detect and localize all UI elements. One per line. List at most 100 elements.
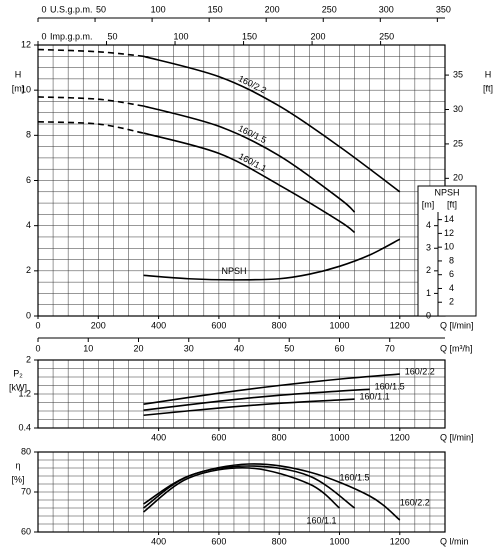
flow-tick-label: 50	[108, 31, 118, 41]
flow-axis-label: U.S.g.p.m.	[50, 4, 93, 14]
y-tick-label: 2	[26, 354, 31, 364]
npsh-ft-tick-label: 6	[449, 269, 454, 279]
x-axis-label: Q l/min	[440, 536, 469, 546]
x-axis-label: Q [l/min]	[440, 320, 474, 330]
x-tick-label: 1000	[329, 432, 349, 442]
curve	[143, 238, 401, 281]
x-tick-label: 400	[151, 536, 166, 546]
curve	[143, 105, 356, 213]
curve-label: 160/2.2	[405, 366, 435, 376]
flow-axis-label: Q [m³/h]	[440, 343, 473, 353]
y2-tick-label: 20	[453, 173, 463, 183]
y-axis-unit: [%]	[11, 474, 24, 484]
y-tick-label: 8	[26, 130, 31, 140]
y2-tick-label: 35	[453, 69, 463, 79]
y-axis-label: P₂	[13, 368, 23, 378]
y-axis-label: η	[15, 460, 20, 470]
curve	[143, 467, 341, 513]
y-tick-label: 4	[26, 220, 31, 230]
npsh-tick-label: 3	[426, 243, 431, 253]
flow-tick-label: 50	[284, 343, 294, 353]
flow-tick-label: 10	[83, 343, 93, 353]
curve-dashed	[37, 48, 144, 58]
y-tick-label: 80	[21, 446, 31, 456]
flow-tick-label: 100	[151, 4, 166, 14]
flow-tick-label: 150	[208, 4, 223, 14]
flow-tick-label: 0	[41, 31, 46, 41]
curve-label: 160/1.5	[375, 382, 405, 392]
y-tick-label: 60	[21, 526, 31, 536]
y-axis-unit: [m]	[12, 83, 25, 93]
npsh-tick-label: 2	[426, 265, 431, 275]
npsh-ft-tick-label: 4	[449, 283, 454, 293]
curve	[143, 465, 356, 509]
y2-axis-unit: [ft]	[483, 83, 493, 93]
y-tick-label: 0.4	[18, 422, 31, 432]
flow-tick-label: 40	[234, 343, 244, 353]
x-tick-label: 400	[151, 432, 166, 442]
curve-dashed	[37, 120, 144, 134]
x-tick-label: 1200	[390, 432, 410, 442]
flow-tick-label: 0	[41, 4, 46, 14]
flow-tick-label: 50	[96, 4, 106, 14]
flow-tick-label: 300	[379, 4, 394, 14]
npsh-tick-label: 4	[426, 220, 431, 230]
curve	[143, 132, 356, 234]
npsh-ft-tick-label: 10	[444, 242, 454, 252]
x-axis-label: Q [l/min]	[440, 432, 474, 442]
curve-label: 160/2.2	[400, 497, 430, 507]
flow-tick-label: 0	[35, 343, 40, 353]
y-tick-label: 6	[26, 175, 31, 185]
npsh-ft-tick-label: 2	[449, 297, 454, 307]
x-tick-label: 1200	[390, 320, 410, 330]
flow-tick-label: 20	[133, 343, 143, 353]
flow-tick-label: 350	[436, 4, 451, 14]
curve-label: 160/1.1	[306, 515, 336, 525]
x-tick-label: 1000	[329, 320, 349, 330]
npsh-tick-label: 1	[426, 288, 431, 298]
npsh-ft-tick-label: 12	[444, 228, 454, 238]
y2-tick-label: 25	[453, 138, 463, 148]
x-tick-label: 200	[91, 320, 106, 330]
x-tick-label: 800	[272, 536, 287, 546]
curve	[143, 373, 400, 405]
flow-tick-label: 100	[174, 31, 189, 41]
y-tick-label: 12	[21, 39, 31, 49]
y-tick-label: 0	[26, 310, 31, 320]
curve	[143, 398, 355, 417]
curve-label: 160/1.5	[237, 123, 268, 145]
flow-tick-label: 250	[322, 4, 337, 14]
y-tick-label: 2	[26, 265, 31, 275]
curve	[143, 388, 370, 411]
x-tick-label: 0	[35, 320, 40, 330]
flow-tick-label: 200	[265, 4, 280, 14]
curve	[143, 55, 401, 193]
x-tick-label: 600	[211, 432, 226, 442]
npsh-axis-label: NPSH	[434, 187, 459, 197]
flow-tick-label: 150	[242, 31, 257, 41]
curve-dashed	[37, 96, 144, 107]
x-tick-label: 800	[272, 320, 287, 330]
flow-axis-label: Imp.g.p.m.	[50, 31, 93, 41]
x-tick-label: 1000	[329, 536, 349, 546]
y-axis-label: H	[15, 69, 22, 79]
y-tick-label: 70	[21, 486, 31, 496]
curve-label: NPSH	[221, 266, 246, 276]
x-tick-label: 600	[211, 536, 226, 546]
npsh-ft-tick-label: 8	[449, 255, 454, 265]
npsh-ft-tick-label: 14	[444, 214, 454, 224]
y-axis-unit: [kW]	[9, 382, 27, 392]
flow-tick-label: 70	[385, 343, 395, 353]
curve-label: 160/1.5	[340, 472, 370, 482]
flow-tick-label: 200	[311, 31, 326, 41]
flow-tick-label: 30	[184, 343, 194, 353]
y2-axis-label: H	[485, 69, 492, 79]
x-tick-label: 400	[151, 320, 166, 330]
y2-tick-label: 30	[453, 104, 463, 114]
x-tick-label: 600	[211, 320, 226, 330]
x-tick-label: 1200	[390, 536, 410, 546]
npsh-box	[417, 185, 477, 317]
flow-tick-label: 250	[379, 31, 394, 41]
curve-label: 160/1.1	[360, 391, 390, 401]
